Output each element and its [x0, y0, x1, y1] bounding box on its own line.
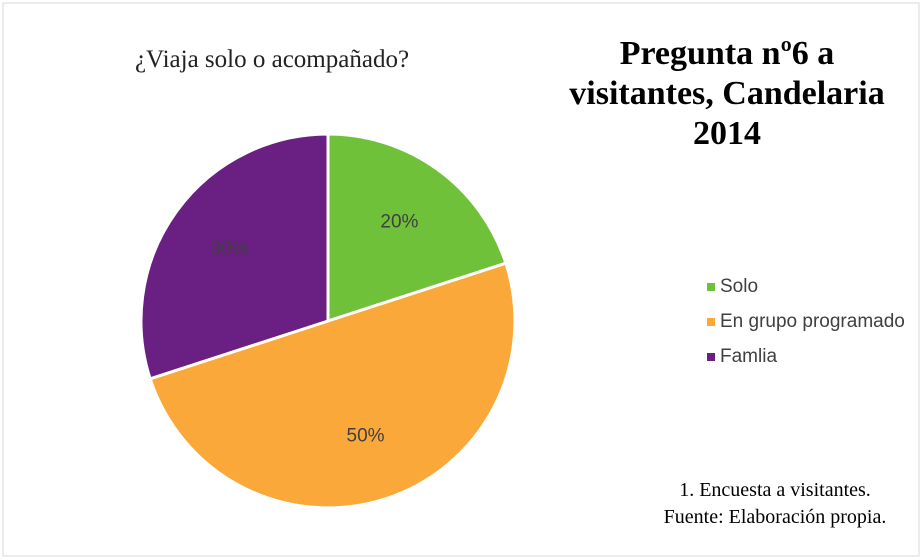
pie-slice	[326, 132, 508, 324]
data-label: 30%	[211, 239, 249, 260]
pie-slice	[139, 132, 330, 381]
legend-swatch	[707, 353, 715, 361]
heading: visitantes, Candelaria	[569, 75, 884, 112]
data-label: 20%	[380, 212, 418, 233]
chart-title: ¿Viaja solo o acompañado?	[135, 46, 409, 73]
legend-swatch	[707, 283, 715, 291]
legend-label: En grupo programado	[720, 311, 905, 332]
heading: 2014	[693, 115, 761, 152]
legend-label: Solo	[720, 276, 758, 297]
legend-swatch	[707, 318, 715, 326]
data-label: 50%	[347, 426, 385, 447]
pie-slice	[148, 261, 517, 510]
source-note: Fuente: Elaboración propia.	[664, 506, 887, 528]
heading: Pregunta nº6 a	[620, 35, 835, 72]
source-note: 1. Encuesta a visitantes.	[679, 479, 871, 501]
legend-label: Famlia	[720, 346, 777, 367]
